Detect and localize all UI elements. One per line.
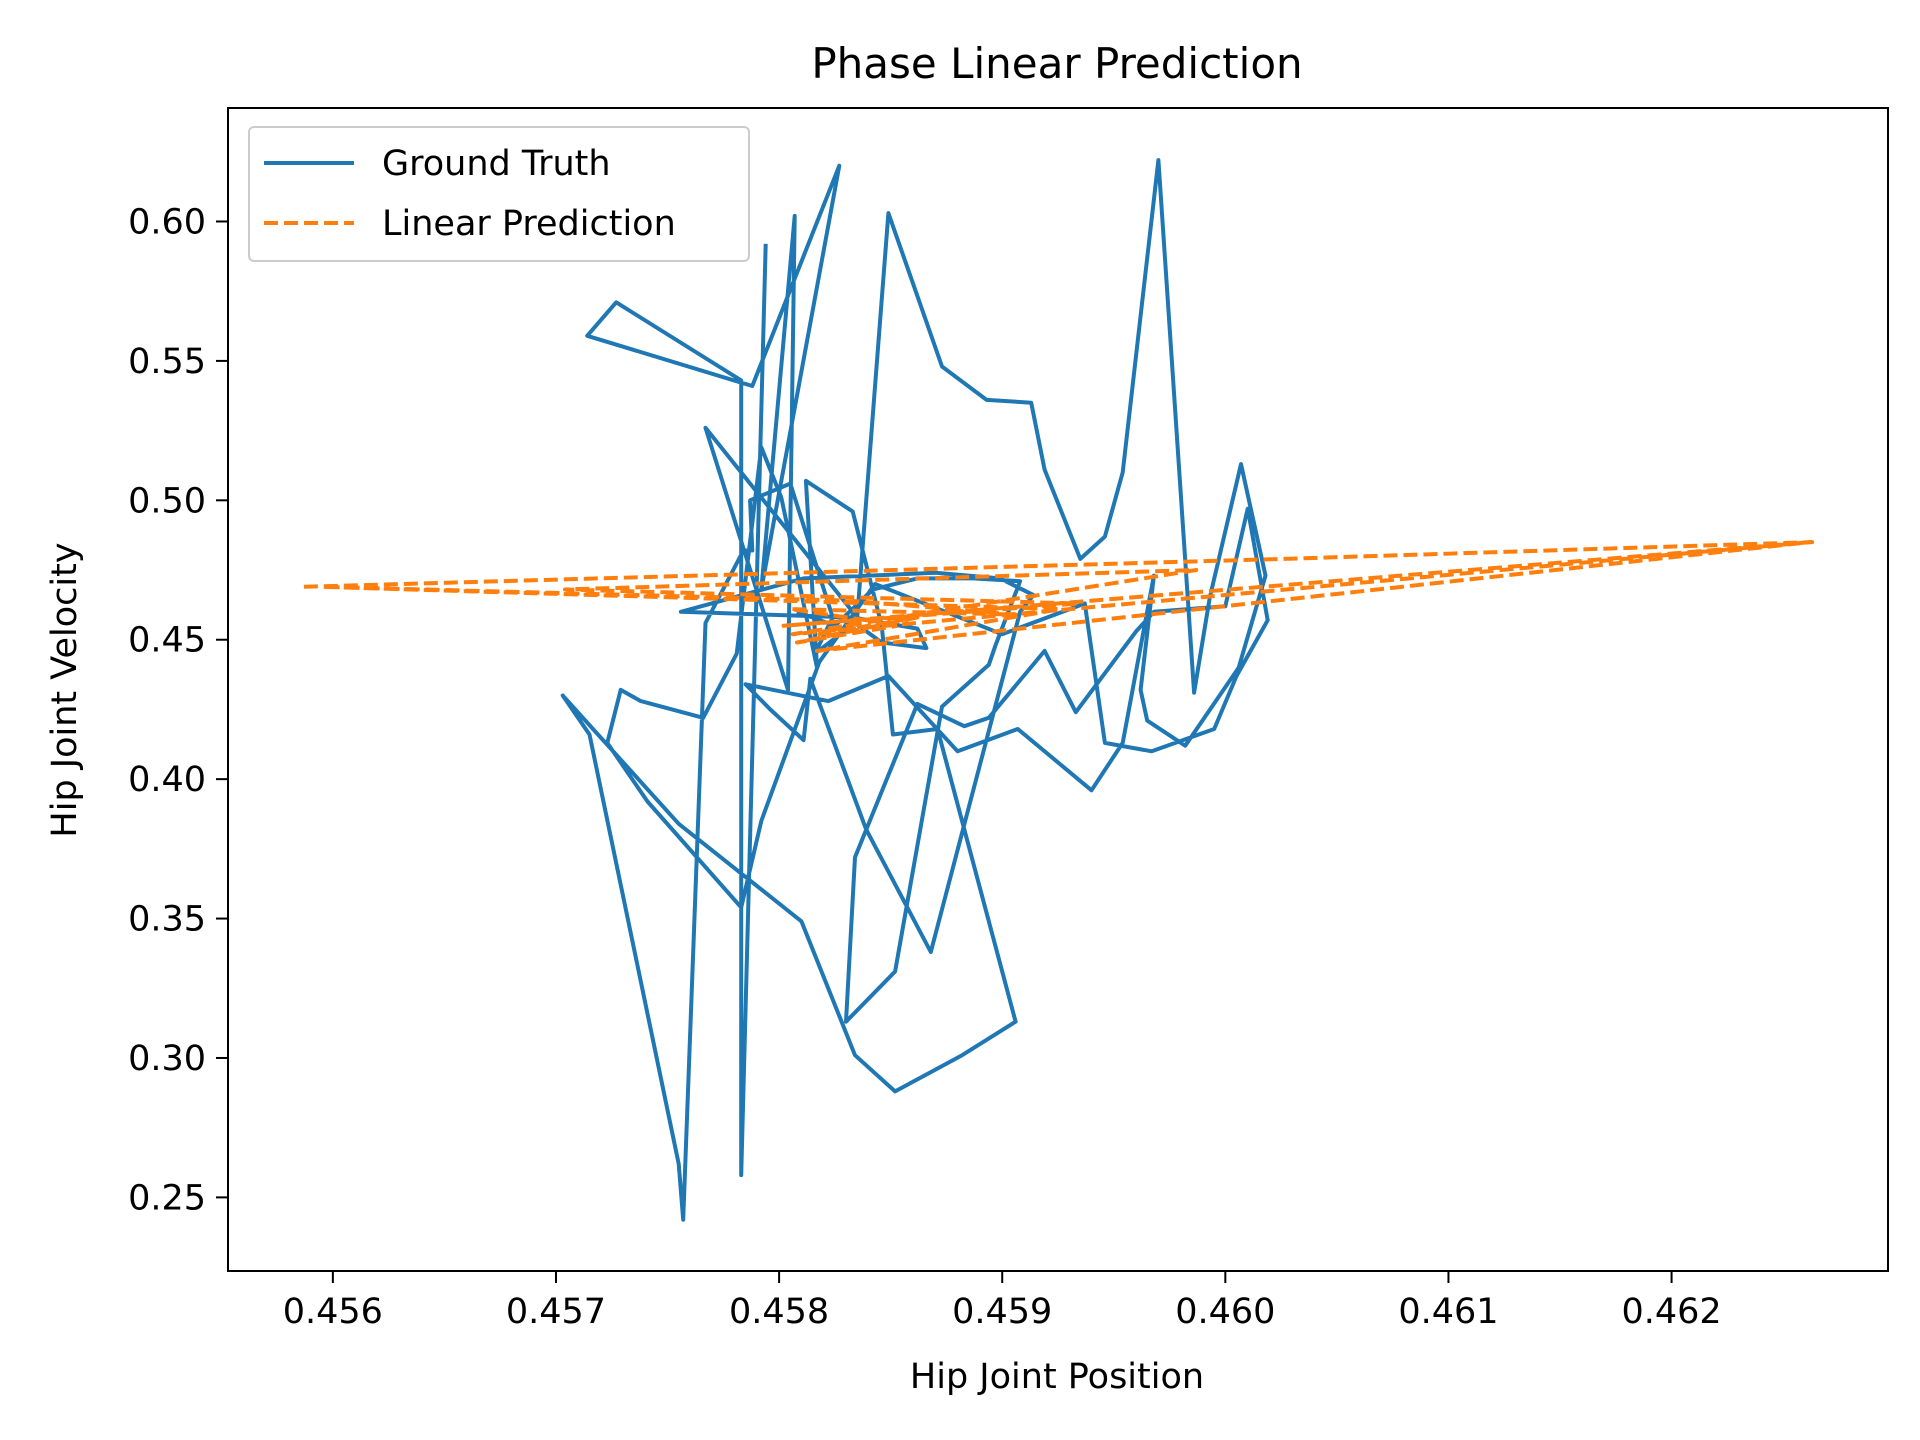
x-axis: 0.456 0.457 0.458 0.459 0.460 0.461 0.462 <box>283 1271 1722 1332</box>
x-tick-label: 0.462 <box>1621 1292 1721 1332</box>
y-tick-label: 0.25 <box>128 1178 206 1218</box>
x-tick-label: 0.458 <box>729 1292 829 1332</box>
y-tick-label: 0.60 <box>128 202 206 242</box>
legend-label-linear-prediction: Linear Prediction <box>382 204 676 244</box>
legend-box <box>248 126 750 262</box>
y-tick-label: 0.40 <box>128 760 206 800</box>
y-tick-label: 0.55 <box>128 342 206 382</box>
legend: Ground Truth Linear Prediction <box>248 126 750 262</box>
x-tick-label: 0.460 <box>1175 1292 1275 1332</box>
y-tick-label: 0.50 <box>128 481 206 521</box>
x-tick-label: 0.461 <box>1398 1292 1498 1332</box>
x-tick-label: 0.456 <box>283 1292 383 1332</box>
y-tick-label: 0.35 <box>128 900 206 940</box>
legend-label-ground-truth: Ground Truth <box>382 144 611 184</box>
y-axis-title: Hip Joint Velocity <box>45 542 85 837</box>
y-axis: 0.25 0.30 0.35 0.40 0.45 0.50 0.55 0.60 <box>128 202 228 1218</box>
series-layer <box>303 158 1815 1222</box>
x-axis-title: Hip Joint Position <box>910 1357 1204 1397</box>
series-line-linear-prediction <box>303 540 1815 653</box>
plot-frame <box>227 107 1889 1272</box>
y-tick-label: 0.30 <box>128 1039 206 1079</box>
chart-title: Phase Linear Prediction <box>811 39 1302 88</box>
x-tick-label: 0.459 <box>952 1292 1052 1332</box>
x-tick-label: 0.457 <box>506 1292 606 1332</box>
y-tick-label: 0.45 <box>128 621 206 661</box>
